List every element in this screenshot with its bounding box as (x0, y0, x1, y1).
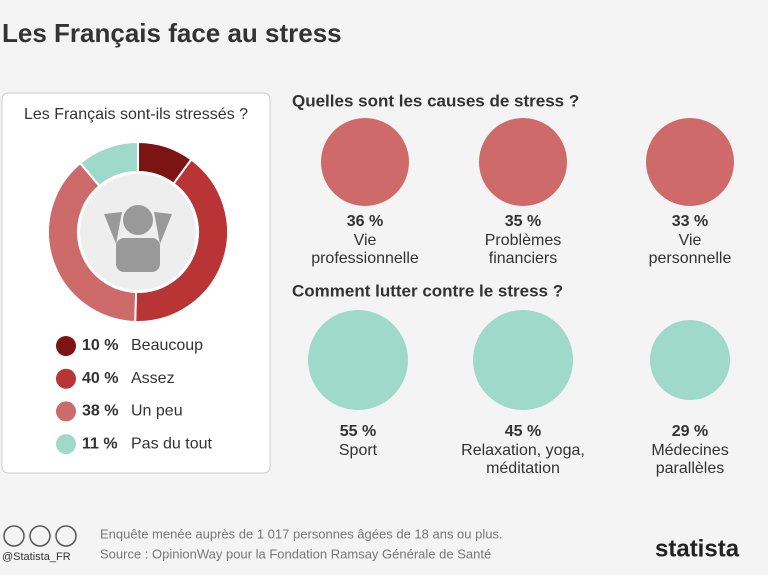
icon-circle (321, 118, 409, 206)
percent: 36 % (347, 213, 383, 230)
label: professionnelle (311, 250, 419, 267)
legend-swatch (56, 434, 76, 455)
icon-head (123, 205, 153, 235)
label: Vie (354, 232, 377, 249)
percent: 55 % (340, 423, 376, 440)
percent: 45 % (505, 423, 541, 440)
legend-value: 38 % (82, 403, 118, 420)
panel-title: Les Français sont-ils stressés ? (24, 106, 248, 123)
donut-slice (134, 158, 229, 323)
cc-icons (3, 525, 77, 547)
label: personnelle (649, 250, 732, 267)
label: Sport (339, 442, 378, 459)
legend-label: Pas du tout (131, 435, 213, 452)
stress-icon (104, 205, 172, 272)
icon-circle (650, 320, 730, 400)
legend-swatch (56, 368, 76, 389)
legend-swatch (56, 401, 76, 422)
icon-arms (104, 212, 172, 244)
percent: 35 % (505, 213, 541, 230)
label: financiers (489, 250, 557, 267)
legend-value: 40 % (82, 370, 118, 387)
legend-swatch (56, 336, 76, 356)
handle: @Statista_FR (2, 551, 71, 563)
legend-label: Beaucoup (131, 337, 203, 354)
logo: statista (655, 535, 740, 562)
title: Les Français face au stress (2, 18, 342, 48)
donut-slice (47, 161, 138, 323)
icon-circle (479, 118, 567, 206)
label: Relaxation, yoga, (461, 442, 585, 459)
legend-value: 10 % (82, 337, 118, 354)
legend-label: Assez (131, 370, 175, 387)
donut-slice (78, 140, 139, 188)
section-title: Quelles sont les causes de stress ? (292, 91, 579, 110)
icon-circle (473, 310, 573, 410)
icon-circle (308, 310, 408, 410)
percent: 29 % (672, 423, 708, 440)
note: Enquête menée auprès de 1 017 personnes … (100, 526, 503, 541)
icon-circle (646, 118, 734, 206)
label: méditation (486, 460, 560, 477)
percent: 33 % (672, 213, 708, 230)
icon-body (116, 238, 160, 272)
section-title: Comment lutter contre le stress ? (292, 281, 563, 300)
source: Source : OpinionWay pour la Fondation Ra… (100, 546, 491, 561)
legend-label: Un peu (131, 403, 183, 420)
label: Vie (679, 232, 702, 249)
label: Problèmes (485, 232, 561, 249)
legend-value: 11 % (82, 435, 118, 452)
label: Médecines (651, 442, 728, 459)
label: parallèles (656, 460, 724, 477)
